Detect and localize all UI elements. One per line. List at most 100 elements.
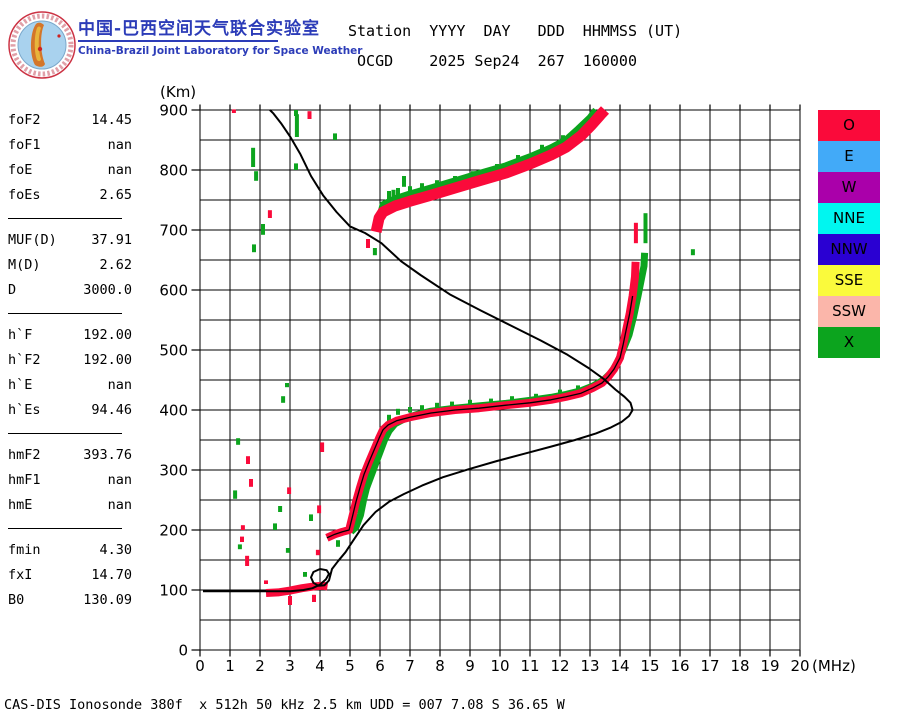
param-row-fxi: fxI 14.70: [8, 563, 132, 588]
x-mode-echo-dash: [285, 383, 289, 388]
x-mode-echo-dash: [309, 514, 313, 521]
x-mode-echo-dash: [294, 163, 298, 170]
x-tick-label: 1: [225, 657, 235, 675]
param-value: 2.62: [99, 257, 132, 273]
x-mode-echo-dash: [534, 393, 538, 400]
param-label: fmin: [8, 542, 41, 558]
param-value: 130.09: [83, 592, 132, 608]
x-tick-label: 6: [375, 657, 385, 675]
o-mode-echo-dash: [366, 239, 370, 248]
x-mode-echo-dash: [333, 133, 337, 140]
param-value: 393.76: [83, 447, 132, 463]
x-tick-label: 15: [640, 657, 659, 675]
title-divider-line: [78, 40, 278, 42]
o-mode-echo-dash: [264, 580, 268, 584]
ionogram-svg: 0 1 2 3 4 5 6 7 8 9 10 11 12 13 14 15 16 17 18 19 20 (MHz)010…: [160, 83, 856, 675]
o-mode-echo-dash: [288, 596, 292, 605]
param-value: nan: [107, 377, 132, 393]
param-value: 37.91: [91, 232, 132, 248]
x-mode-echo-dash: [450, 401, 454, 407]
x-mode-echo-dash: [303, 572, 307, 577]
y-tick-label: 700: [160, 222, 188, 240]
x-tick-label: 8: [435, 657, 445, 675]
param-value: nan: [107, 162, 132, 178]
param-label: h`E: [8, 377, 33, 393]
o-mode-echo-dash: [312, 594, 316, 602]
x-mode-echo-dash: [420, 183, 424, 190]
x-mode-echo-dash: [261, 224, 265, 235]
param-row-fmin: fmin 4.30: [8, 538, 132, 563]
x-mode-echo-dash: [402, 176, 406, 187]
x-mode-echo-dash: [471, 171, 475, 178]
x-tick-label: 12: [550, 657, 569, 675]
o-mode-echo-dash: [240, 536, 244, 542]
x-tick-label: 3: [285, 657, 295, 675]
legend-item-x: X: [818, 327, 880, 358]
x-mode-echo-dash: [387, 191, 391, 203]
y-tick-label: 0: [178, 642, 188, 660]
x-mode-echo-dash: [294, 114, 299, 137]
o-mode-echo-dash: [287, 487, 292, 494]
o-mode-echo-dash: [267, 210, 272, 218]
param-row-hme: hmE nan: [8, 493, 132, 518]
param-label: B0: [8, 592, 25, 608]
param-value: nan: [107, 472, 132, 488]
x-mode-echo-dash: [396, 408, 400, 415]
x-mode-echo-dash: [408, 407, 412, 413]
x-mode-echo-dash: [251, 147, 256, 167]
x-mode-echo-dash: [281, 396, 286, 403]
x-mode-echo-dash: [558, 389, 562, 396]
param-label: fxI: [8, 567, 33, 583]
station-header-labels: Station YYYY DAY DDD HHMMSS (UT): [348, 22, 683, 40]
param-group-divider: [8, 218, 122, 219]
x-tick-label: 19: [760, 657, 779, 675]
o-mode-trace: [325, 261, 640, 542]
param-row-foe: foE nan: [8, 158, 132, 183]
y-axis-unit: (Km): [160, 83, 196, 101]
param-value: 4.30: [99, 542, 132, 558]
x-tick-label: 2: [255, 657, 265, 675]
param-label: hmE: [8, 497, 33, 513]
o-mode-echo-dash: [317, 505, 322, 514]
x-mode-echo-dash: [396, 188, 400, 196]
o-mode-echo-dash: [315, 549, 320, 556]
x-mode-echo-dash: [236, 438, 241, 445]
legend-item-sse: SSE: [818, 265, 880, 296]
x-tick-label: 11: [520, 657, 539, 675]
echo-direction-legend: O E W NNE NNW SSE SSW X: [818, 110, 880, 358]
x-mode-echo-dash: [576, 385, 580, 391]
x-mode-echo-dash: [690, 249, 695, 256]
legend-item-nne: NNE: [818, 203, 880, 234]
o-mode-echo-dash: [240, 525, 245, 530]
o-mode-echo-dash: [320, 442, 325, 452]
x-tick-label: 17: [700, 657, 719, 675]
x-axis-unit: (MHz): [812, 657, 856, 675]
param-row-hes: h`Es 94.46: [8, 398, 132, 423]
legend-item-e: E: [818, 141, 880, 172]
param-label: MUF(D): [8, 232, 57, 248]
param-label: D: [8, 282, 17, 298]
param-value: 94.46: [91, 402, 132, 418]
status-line: CAS-DIS Ionosonde 380f x 512h 50 kHz 2.5…: [4, 697, 565, 713]
y-tick-label: 200: [160, 522, 188, 540]
x-tick-label: 10: [490, 657, 509, 675]
x-mode-echo-dash: [233, 490, 238, 499]
param-label: h`Es: [8, 402, 41, 418]
x-mode-echo-dash: [435, 402, 439, 409]
y-tick-label: 900: [160, 102, 188, 120]
param-row-d: D 3000.0: [8, 278, 132, 303]
x-mode-echo-dash: [294, 110, 298, 116]
x-mode-echo-dash: [510, 396, 514, 403]
param-row-hf: h`F 192.00: [8, 323, 132, 348]
param-label: foE: [8, 162, 33, 178]
param-label: foF2: [8, 112, 41, 128]
x-mode-echo-dash: [387, 414, 391, 422]
y-tick-label: 400: [160, 402, 188, 420]
param-value: 14.70: [91, 567, 132, 583]
y-tick-label: 500: [160, 342, 188, 360]
param-value: 192.00: [83, 327, 132, 343]
x-tick-label: 0: [195, 657, 205, 675]
x-mode-echo-dash: [420, 405, 424, 411]
x-mode-echo-dash: [561, 135, 565, 142]
param-value: nan: [107, 137, 132, 153]
